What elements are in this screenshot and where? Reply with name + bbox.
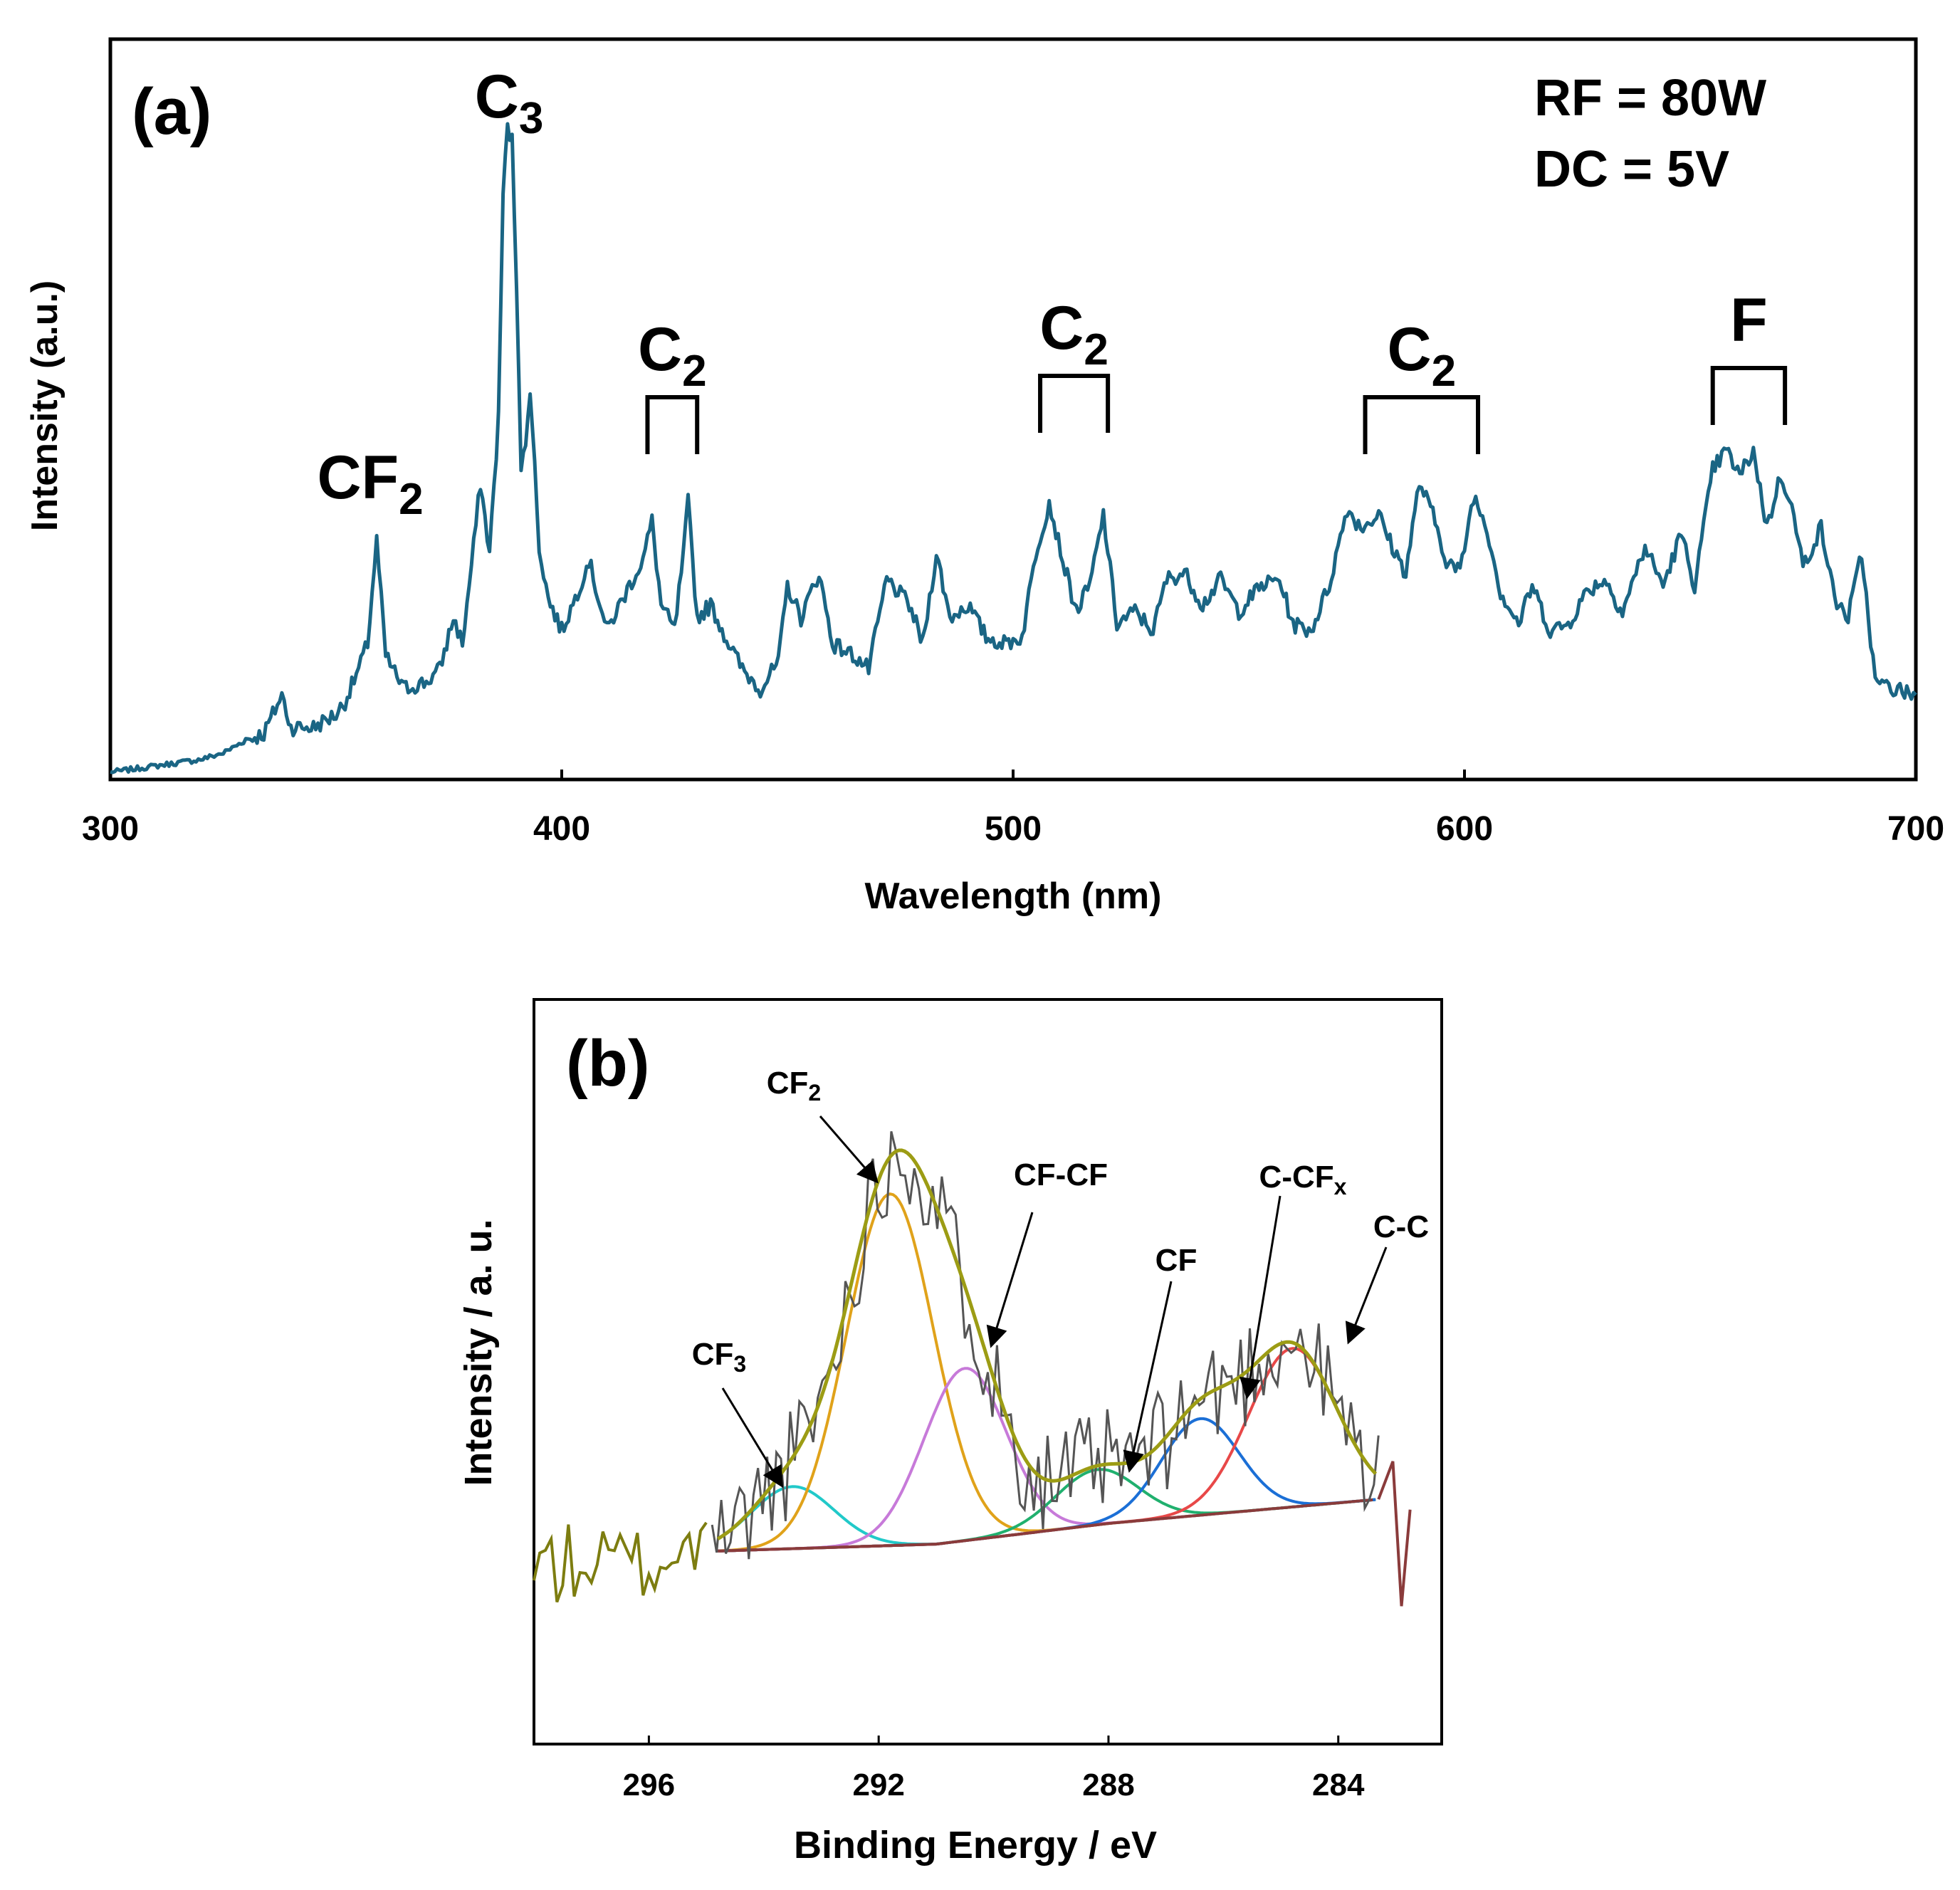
- fit-envelope: [716, 1148, 1378, 1540]
- x-tick-label: 284: [1312, 1768, 1365, 1802]
- species-label-cf2: CF2: [317, 443, 423, 524]
- species-label-c2: C2: [638, 315, 707, 396]
- peak-label-cf3: CF3: [692, 1337, 746, 1377]
- panel-b-y-axis-label: Intensity / a. u.: [457, 1219, 500, 1486]
- peak-arrow: [986, 1212, 1034, 1348]
- panel-b-frame: [533, 998, 1443, 1745]
- panel-a-chart: 300 400 500 600 700 CF2 C3 C2 C2 C2 F (a) RF = 80…: [24, 37, 1944, 917]
- species-label-c3: C3: [475, 63, 544, 143]
- noise-tail: [533, 1521, 708, 1603]
- band-bracket: [1038, 374, 1111, 433]
- x-tick-label: 500: [985, 810, 1042, 848]
- x-tick-label: 292: [852, 1768, 904, 1802]
- x-tick-label: 400: [533, 810, 590, 848]
- background-baseline: [718, 1498, 1373, 1553]
- panel-a-x-axis-label: Wavelength (nm): [865, 876, 1162, 917]
- panel-a-label: (a): [132, 75, 211, 148]
- condition-dc: DC = 5V: [1534, 141, 1729, 198]
- x-tick-label: 296: [623, 1768, 675, 1802]
- peak-arrow: [1123, 1281, 1173, 1473]
- peak-arrow: [819, 1115, 879, 1184]
- peak-label-cf: CF: [1155, 1243, 1198, 1278]
- panel-b-chart: 296 292 288 284 CF3 CF2 CF-CF CF C-CFx C-C (b) B…: [457, 998, 1443, 1867]
- x-tick-label: 600: [1436, 810, 1493, 848]
- peak-label-c-c: C-C: [1373, 1209, 1429, 1244]
- peak-label-cf2: CF2: [767, 1066, 821, 1106]
- band-bracket: [1363, 395, 1481, 454]
- right-edge-trace: [1377, 1461, 1412, 1607]
- peak-arrow: [1240, 1195, 1282, 1400]
- species-label-f: F: [1730, 286, 1768, 355]
- oes-spectrum-line: [110, 122, 1917, 775]
- peak-label-c-cfx: C-CFx: [1259, 1160, 1347, 1199]
- x-tick-label: 288: [1082, 1768, 1134, 1802]
- species-label-c2: C2: [1387, 315, 1456, 396]
- panel-a-y-axis-label: Intensity (a.u.): [24, 280, 65, 531]
- band-bracket: [1710, 366, 1788, 425]
- peak-label-cf-cf: CF-CF: [1014, 1157, 1108, 1192]
- raw-xps-spectrum: [711, 1130, 1380, 1560]
- band-bracket: [645, 395, 700, 454]
- peak-arrow: [1345, 1246, 1388, 1345]
- panel-b-x-axis-label: Binding Energy / eV: [794, 1824, 1157, 1867]
- species-label-c2: C2: [1039, 294, 1109, 374]
- x-tick-label: 300: [82, 810, 139, 848]
- fit-component-cf2: [718, 1192, 1376, 1553]
- x-tick-label: 700: [1887, 810, 1944, 848]
- condition-rf: RF = 80W: [1534, 70, 1766, 127]
- panel-b-label: (b): [566, 1027, 649, 1100]
- peak-arrow: [721, 1387, 784, 1489]
